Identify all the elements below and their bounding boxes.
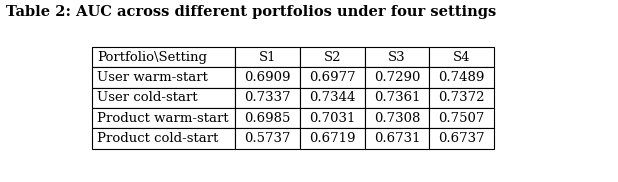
Bar xyxy=(365,128,430,149)
Bar xyxy=(300,108,365,128)
Text: User warm-start: User warm-start xyxy=(98,71,208,84)
Bar xyxy=(235,128,300,149)
Text: 0.6977: 0.6977 xyxy=(309,71,355,84)
Bar xyxy=(235,88,300,108)
Text: S2: S2 xyxy=(324,51,341,64)
Bar xyxy=(91,108,235,128)
Text: 0.6985: 0.6985 xyxy=(245,112,291,125)
Bar xyxy=(235,67,300,88)
Text: S4: S4 xyxy=(453,51,470,64)
Text: 0.7507: 0.7507 xyxy=(438,112,485,125)
Bar xyxy=(300,88,365,108)
Bar xyxy=(430,128,494,149)
Text: S1: S1 xyxy=(259,51,276,64)
Text: 0.7361: 0.7361 xyxy=(374,91,420,104)
Text: 0.6731: 0.6731 xyxy=(374,132,420,145)
Text: 0.7337: 0.7337 xyxy=(244,91,291,104)
Text: 0.7290: 0.7290 xyxy=(374,71,420,84)
Bar xyxy=(91,128,235,149)
Bar xyxy=(365,67,430,88)
Bar xyxy=(91,88,235,108)
Text: 0.7489: 0.7489 xyxy=(438,71,485,84)
Bar xyxy=(91,67,235,88)
Bar xyxy=(430,108,494,128)
Bar xyxy=(430,88,494,108)
Text: Product warm-start: Product warm-start xyxy=(98,112,229,125)
Text: 0.7031: 0.7031 xyxy=(309,112,355,125)
Text: Portfolio\Setting: Portfolio\Setting xyxy=(98,51,208,64)
Text: 0.6909: 0.6909 xyxy=(244,71,291,84)
Text: Table 2: AUC across different portfolios under four settings: Table 2: AUC across different portfolios… xyxy=(6,5,496,19)
Text: 0.6737: 0.6737 xyxy=(438,132,485,145)
Text: Product cold-start: Product cold-start xyxy=(98,132,219,145)
Bar xyxy=(365,88,430,108)
Text: 0.7372: 0.7372 xyxy=(438,91,485,104)
Bar xyxy=(235,47,300,67)
Text: 0.7308: 0.7308 xyxy=(374,112,420,125)
Bar xyxy=(430,47,494,67)
Text: User cold-start: User cold-start xyxy=(98,91,198,104)
Bar xyxy=(365,108,430,128)
Bar xyxy=(300,47,365,67)
Bar xyxy=(300,128,365,149)
Text: 0.5737: 0.5737 xyxy=(244,132,291,145)
Bar xyxy=(365,47,430,67)
Bar xyxy=(235,108,300,128)
Bar xyxy=(91,47,235,67)
Bar xyxy=(300,67,365,88)
Bar xyxy=(430,67,494,88)
Text: 0.7344: 0.7344 xyxy=(309,91,355,104)
Text: 0.6719: 0.6719 xyxy=(309,132,355,145)
Text: S3: S3 xyxy=(388,51,406,64)
